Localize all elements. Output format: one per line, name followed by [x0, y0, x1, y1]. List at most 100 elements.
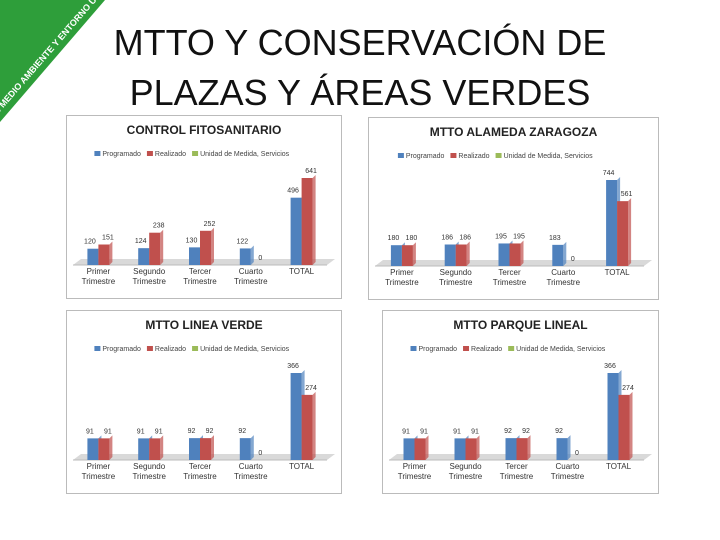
bar-side — [250, 435, 254, 460]
x-tick-label: Segundo Trimestre — [438, 268, 473, 287]
data-label: 0 — [258, 255, 262, 262]
data-label: 183 — [549, 235, 561, 242]
badge: EJE 3 MEDIO AMBIENTE Y ENTORNO URBANO — [0, 0, 110, 125]
bar — [149, 232, 161, 265]
legend-swatch — [463, 346, 470, 351]
x-tick-label: TOTAL — [605, 462, 632, 471]
chart-panel: MTTO LINEA VERDE Programado Realizado Unida… — [66, 310, 342, 494]
bar — [607, 373, 619, 460]
bar-side — [629, 391, 633, 460]
x-tick-label: Cuarto Trimestre — [550, 462, 585, 481]
bar-side — [109, 241, 113, 265]
data-label: 91 — [104, 428, 112, 435]
bar — [401, 245, 413, 266]
data-label: 130 — [186, 237, 198, 244]
data-label: 180 — [406, 235, 418, 242]
data-label: 122 — [236, 238, 248, 245]
bar — [498, 243, 510, 266]
data-label: 92 — [555, 428, 563, 435]
legend-label: Realizado — [458, 153, 489, 160]
data-label: 92 — [504, 428, 512, 435]
chart-panel: MTTO PARQUE LINEAL Programado Realizado Uni… — [382, 310, 659, 494]
data-label: 195 — [495, 233, 507, 240]
data-label: 274 — [305, 385, 317, 392]
data-label: 496 — [287, 188, 299, 195]
data-label: 641 — [305, 168, 317, 175]
bar — [606, 180, 618, 266]
chart-title: CONTROL FITOSANITARIO — [127, 123, 282, 137]
legend-swatch — [146, 346, 153, 351]
bar — [617, 201, 629, 266]
legend-label: Programado — [419, 346, 458, 353]
x-tick-label: Primer Trimestre — [81, 267, 116, 286]
x-tick-label: Segundo Trimestre — [448, 462, 483, 481]
data-label: 195 — [513, 233, 525, 240]
data-label: 92 — [522, 428, 530, 435]
bar-side — [160, 229, 164, 265]
bar — [301, 178, 313, 265]
data-label: 274 — [622, 385, 634, 392]
bar-side — [628, 198, 632, 266]
bar — [454, 438, 466, 460]
data-label: 91 — [155, 428, 163, 435]
x-tick-label: Segundo Trimestre — [132, 462, 166, 481]
bar-side — [567, 435, 571, 460]
bar — [290, 373, 302, 460]
legend-swatch — [192, 151, 199, 156]
bar — [98, 244, 110, 265]
bar — [98, 438, 110, 460]
data-label: 186 — [459, 235, 471, 242]
data-label: 91 — [453, 428, 461, 435]
data-label: 238 — [153, 223, 165, 230]
bar-side — [476, 435, 480, 460]
bar — [390, 245, 402, 266]
legend-label: Programado — [102, 151, 141, 158]
legend-label: Unidad de Medida, Servicios — [516, 346, 606, 353]
chart: MTTO ALAMEDA ZARAGOZA Programado Realizado… — [375, 125, 652, 267]
bar — [618, 394, 630, 460]
x-tick-label: Tercer Trimestre — [183, 462, 217, 481]
bar — [301, 394, 313, 460]
legend-swatch — [410, 346, 417, 351]
data-label: 186 — [441, 235, 453, 242]
legend-label: Unidad de Medida, Servicios — [200, 151, 290, 158]
bar-side — [425, 435, 429, 460]
legend-swatch — [397, 153, 404, 158]
bar — [444, 244, 456, 266]
bar-side — [466, 241, 470, 266]
chart: MTTO LINEA VERDE Programado Realizado Unida… — [73, 318, 335, 461]
chart: CONTROL FITOSANITARIO Programado Realizado… — [73, 123, 335, 266]
chart: MTTO PARQUE LINEAL Programado Realizado Uni… — [389, 318, 652, 461]
bar-side — [520, 240, 524, 266]
data-label: 91 — [471, 428, 479, 435]
legend-label: Realizado — [155, 151, 186, 158]
x-tick-label: TOTAL — [289, 267, 315, 276]
legend-label: Unidad de Medida, Servicios — [504, 153, 594, 160]
legend-swatch — [146, 151, 153, 156]
bar — [414, 438, 426, 460]
data-label: 120 — [84, 239, 96, 246]
data-label: 91 — [402, 428, 410, 435]
chart-panel: MTTO ALAMEDA ZARAGOZA Programado Realizado… — [368, 117, 659, 300]
bar — [239, 248, 251, 265]
bar-side — [563, 241, 567, 266]
bar — [189, 247, 200, 265]
bar — [509, 243, 521, 266]
badge-shape — [0, 0, 105, 122]
bar-side — [109, 435, 113, 460]
bar — [556, 438, 568, 460]
bar — [465, 438, 477, 460]
bar — [552, 244, 564, 266]
x-tick-label: Cuarto Trimestre — [234, 267, 268, 286]
data-label: 0 — [575, 450, 579, 457]
legend-swatch — [495, 153, 502, 158]
legend-swatch — [94, 346, 101, 351]
data-label: 91 — [86, 428, 94, 435]
bar — [200, 230, 211, 265]
bar — [87, 248, 99, 265]
x-tick-label: Primer Trimestre — [81, 462, 116, 481]
bar-side — [160, 435, 164, 460]
bar — [516, 438, 528, 460]
bar — [403, 438, 415, 460]
legend-label: Programado — [102, 346, 141, 353]
